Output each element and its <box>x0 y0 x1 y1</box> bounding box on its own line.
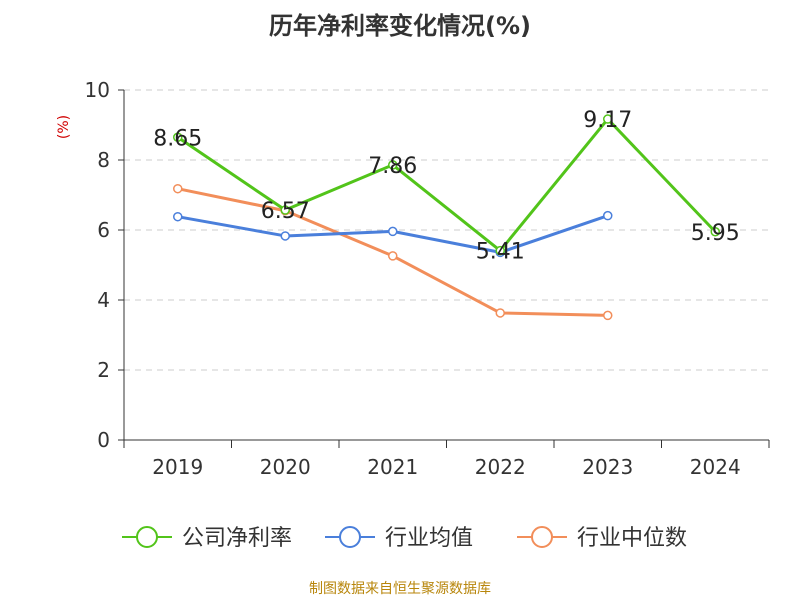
legend-label: 行业中位数 <box>577 526 687 551</box>
data-point <box>173 132 183 142</box>
legend-item[interactable]: 行业均值 <box>325 526 473 551</box>
data-point <box>173 183 183 194</box>
data-point <box>603 114 613 124</box>
grid-lines <box>124 89 769 371</box>
x-tick-label: 2023 <box>582 455 633 479</box>
y-tick-label: 2 <box>97 358 110 382</box>
axes: 0 2 4 6 8 10 2019 2020 2021 2022 2023 2024 (%) <box>56 78 770 479</box>
series-line <box>176 117 717 253</box>
data-label: 7.86 <box>368 154 417 179</box>
x-tick-label: 2020 <box>260 455 311 479</box>
x-tick-label: 2024 <box>690 455 741 479</box>
data-point <box>495 245 505 256</box>
data-label: 5.41 <box>476 240 525 265</box>
legend-marker-icon <box>339 526 361 548</box>
x-tick-label: 2021 <box>367 455 418 479</box>
data-point <box>388 251 398 261</box>
y-axis-label: (%) <box>56 115 72 139</box>
y-tick-label: 8 <box>97 148 110 172</box>
data-point <box>388 160 398 170</box>
data-point <box>495 308 505 318</box>
chart-title: 历年净利率变化情况(%) <box>269 12 531 40</box>
data-label: 5.95 <box>691 221 740 246</box>
y-tick-label: 4 <box>97 288 110 312</box>
legend-item[interactable]: 行业中位数 <box>517 526 687 551</box>
legend-label: 行业均值 <box>385 526 473 551</box>
data-point <box>280 205 290 215</box>
data-label: 9.17 <box>583 108 632 133</box>
legend-item[interactable]: 公司净利率 <box>122 526 292 551</box>
x-tick-label: 2019 <box>152 455 203 479</box>
y-tick-label: 10 <box>85 78 110 102</box>
data-labels: 8.65 6.57 7.86 5.41 9.17 5.95 <box>153 108 739 265</box>
data-point <box>603 210 613 221</box>
legend-marker-icon <box>136 526 158 548</box>
legend[interactable]: 公司净利率 行业均值 行业中位数 <box>122 526 687 551</box>
legend-label: 公司净利率 <box>182 526 292 551</box>
data-label: 6.57 <box>261 199 310 224</box>
data-point <box>173 211 183 222</box>
y-tick-label: 6 <box>97 218 110 242</box>
data-point <box>280 231 290 241</box>
source-note: 制图数据来自恒生聚源数据库 <box>309 581 491 597</box>
x-tick-label: 2022 <box>475 455 526 479</box>
data-label: 8.65 <box>153 126 202 151</box>
data-point <box>388 226 398 237</box>
data-point <box>603 310 613 321</box>
series-lines <box>173 114 720 321</box>
legend-marker-icon <box>531 526 553 548</box>
y-tick-label: 0 <box>97 428 110 452</box>
data-point <box>710 227 720 237</box>
